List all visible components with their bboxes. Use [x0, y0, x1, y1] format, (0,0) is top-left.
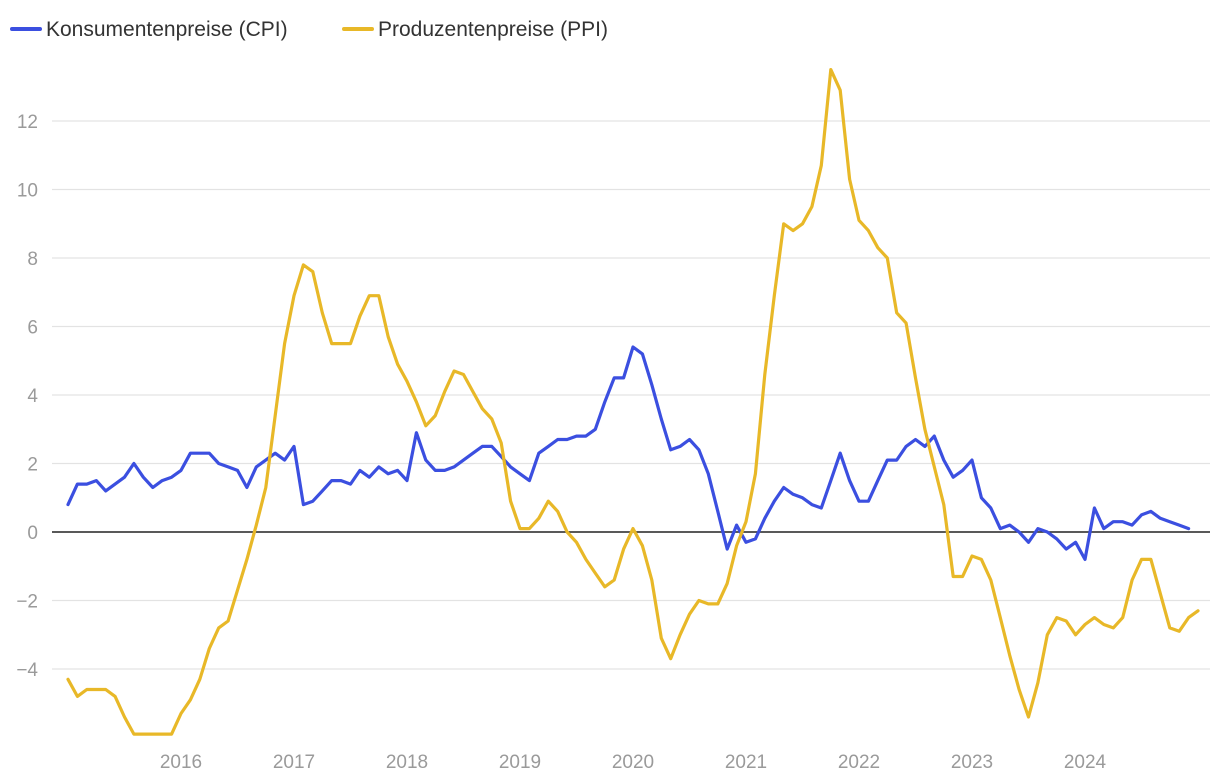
x-tick-label: 2020 — [612, 752, 654, 773]
y-tick-label: 10 — [17, 181, 38, 202]
x-tick-label: 2022 — [838, 752, 880, 773]
series-line-ppi — [66, 67, 1200, 736]
x-tick-label: 2019 — [499, 752, 541, 773]
series-lines — [66, 67, 1200, 736]
y-tick-label: −2 — [16, 592, 38, 613]
legend-label-ppi: Produzentenpreise (PPI) — [378, 18, 608, 41]
y-tick-label: 4 — [27, 386, 38, 407]
y-tick-label: 8 — [27, 249, 38, 270]
y-tick-label: 2 — [27, 455, 38, 476]
y-axis: 12 10 8 6 4 2 0 −2 −4 — [16, 112, 38, 681]
x-tick-label: 2023 — [951, 752, 993, 773]
legend-item-cpi[interactable]: Konsumentenpreise (CPI) — [10, 18, 288, 41]
x-tick-label: 2017 — [273, 752, 315, 773]
series-line-cpi — [66, 345, 1191, 562]
x-tick-label: 2021 — [725, 752, 767, 773]
y-tick-label: −4 — [16, 660, 38, 681]
x-axis: 2016 2017 2018 2019 2020 2021 2022 2023 2024 — [160, 752, 1107, 773]
legend-item-ppi[interactable]: Produzentenpreise (PPI) — [342, 18, 608, 41]
gridlines — [52, 120, 1210, 670]
y-tick-label: 0 — [27, 523, 38, 544]
y-tick-label: 6 — [27, 318, 38, 339]
x-tick-label: 2018 — [386, 752, 428, 773]
x-tick-label: 2016 — [160, 752, 202, 773]
x-tick-label: 2024 — [1064, 752, 1107, 773]
y-tick-label: 12 — [17, 112, 38, 133]
legend-label-cpi: Konsumentenpreise (CPI) — [46, 18, 288, 41]
legend: Konsumentenpreise (CPI) Produzentenpreis… — [10, 18, 608, 41]
